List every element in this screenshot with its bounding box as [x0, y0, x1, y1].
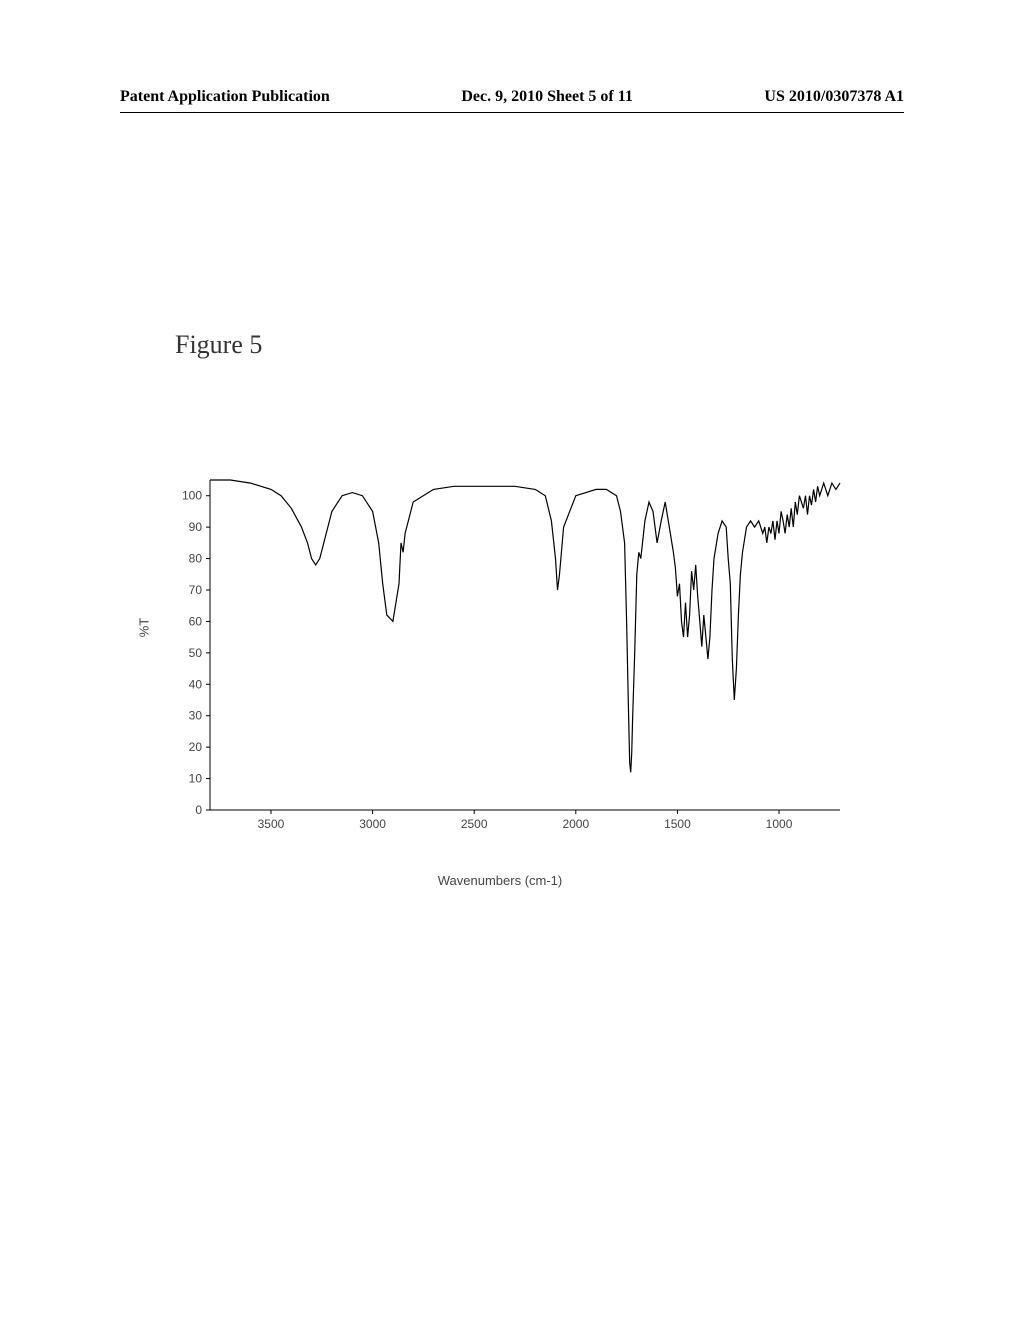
header-center: Dec. 9, 2010 Sheet 5 of 11: [461, 88, 633, 106]
svg-text:100: 100: [182, 489, 202, 503]
svg-text:20: 20: [189, 740, 203, 754]
svg-text:3000: 3000: [359, 817, 386, 831]
svg-text:0: 0: [195, 803, 202, 817]
header-left: Patent Application Publication: [120, 88, 330, 106]
x-axis-label: Wavenumbers (cm-1): [140, 873, 860, 888]
y-axis-label: %T: [136, 618, 151, 638]
header-divider: [120, 112, 904, 113]
chart-svg: 0 10 20 30 40 50 60 70 80 90 100 3500 3000 2500 2000 15…: [140, 470, 860, 860]
svg-text:10: 10: [189, 772, 203, 786]
svg-text:70: 70: [189, 583, 203, 597]
svg-text:50: 50: [189, 646, 203, 660]
figure-label: Figure 5: [175, 330, 262, 360]
header-right: US 2010/0307378 A1: [764, 88, 904, 106]
svg-text:3500: 3500: [258, 817, 285, 831]
svg-text:80: 80: [189, 552, 203, 566]
svg-text:1500: 1500: [664, 817, 691, 831]
ir-spectrum-chart: 0 10 20 30 40 50 60 70 80 90 100 3500 3000 2500 2000 15…: [140, 470, 860, 860]
svg-text:30: 30: [189, 709, 203, 723]
svg-text:90: 90: [189, 520, 203, 534]
svg-text:60: 60: [189, 614, 203, 628]
svg-text:1000: 1000: [766, 817, 793, 831]
svg-text:40: 40: [189, 677, 203, 691]
page-header: Patent Application Publication Dec. 9, 2…: [120, 88, 904, 106]
svg-text:2500: 2500: [461, 817, 488, 831]
svg-text:2000: 2000: [562, 817, 589, 831]
